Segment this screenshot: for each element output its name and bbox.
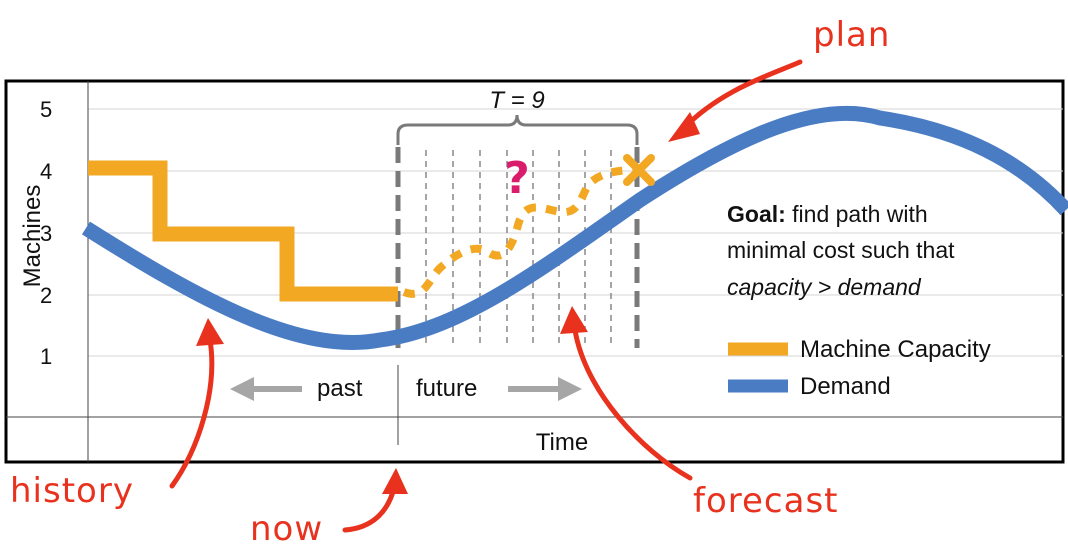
x-axis-title: Time <box>536 429 588 456</box>
plan-arrowhead-icon <box>668 112 700 142</box>
y-axis-title: Machines <box>19 185 46 288</box>
future-label: future <box>416 375 477 402</box>
capacity-history-line <box>88 160 398 302</box>
future-arrow <box>508 377 582 401</box>
goal-line-1: Goal: find path with <box>727 201 928 227</box>
history-arrowhead-icon <box>196 318 224 346</box>
y-tick-2: 2 <box>40 283 52 308</box>
goal-line-2: minimal cost such that <box>727 237 955 263</box>
forecast-arrow <box>572 327 693 481</box>
planned-capacity-path <box>402 166 638 298</box>
annotation-now: now <box>250 509 323 549</box>
now-arrowhead-icon <box>382 468 408 494</box>
legend-demand-label: Demand <box>800 373 891 400</box>
goal-bold: Goal: <box>727 201 786 227</box>
horizon-boundaries <box>395 147 640 348</box>
annotation-history: history <box>10 471 134 511</box>
legend-capacity-label: Machine Capacity <box>800 336 991 363</box>
horizon-label: T = 9 <box>489 87 544 114</box>
question-mark-icon: ? <box>504 153 530 204</box>
plan-endpoint-x-icon <box>623 154 655 186</box>
plot-frame <box>4 79 1065 464</box>
y-tick-4: 4 <box>40 159 52 184</box>
plan-arrow <box>679 59 803 133</box>
goal-line-3: capacity > demand <box>727 274 922 300</box>
y-tick-5: 5 <box>40 97 52 122</box>
forecast-arrowhead-icon <box>560 306 588 334</box>
past-arrow <box>230 377 302 401</box>
history-arrow <box>169 337 215 489</box>
y-tick-1: 1 <box>40 344 52 369</box>
demand-curve <box>81 105 1068 350</box>
y-tick-3: 3 <box>40 221 52 246</box>
horizon-brace <box>396 114 639 145</box>
goal-line-1-rest: find path with <box>786 201 928 227</box>
past-label: past <box>317 375 363 402</box>
gridlines <box>88 108 1063 357</box>
annotation-forecast: forecast <box>693 481 839 521</box>
now-arrow <box>342 485 397 533</box>
annotation-plan: plan <box>813 15 890 55</box>
